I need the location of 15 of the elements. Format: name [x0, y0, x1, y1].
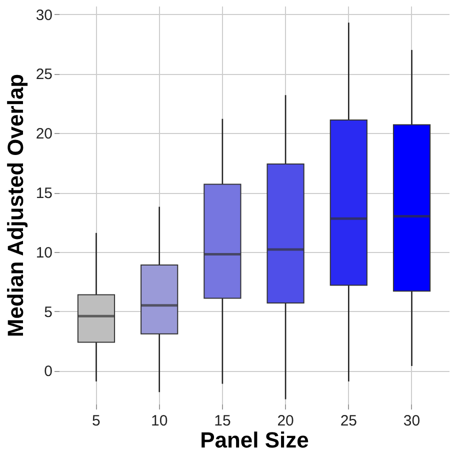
y-tick-label: 5 [44, 304, 52, 321]
x-tick-label: 30 [403, 412, 420, 430]
y-tick-label: 20 [36, 126, 52, 143]
y-axis-title: Median Adjusted Overlap [2, 74, 28, 338]
x-axis-title: Panel Size [200, 428, 309, 452]
y-tick-label: 10 [36, 244, 52, 262]
y-tick-label: 30 [36, 6, 52, 24]
x-tick-label: 10 [150, 412, 168, 430]
y-tick-label: 0 [44, 363, 52, 380]
x-tick-label: 15 [214, 412, 231, 430]
x-tick-label: 5 [92, 412, 100, 430]
x-tick-label: 20 [277, 412, 294, 430]
y-tick-label: 15 [36, 185, 52, 202]
x-tick-label: 25 [340, 412, 358, 430]
y-tick-label: 25 [36, 66, 52, 84]
